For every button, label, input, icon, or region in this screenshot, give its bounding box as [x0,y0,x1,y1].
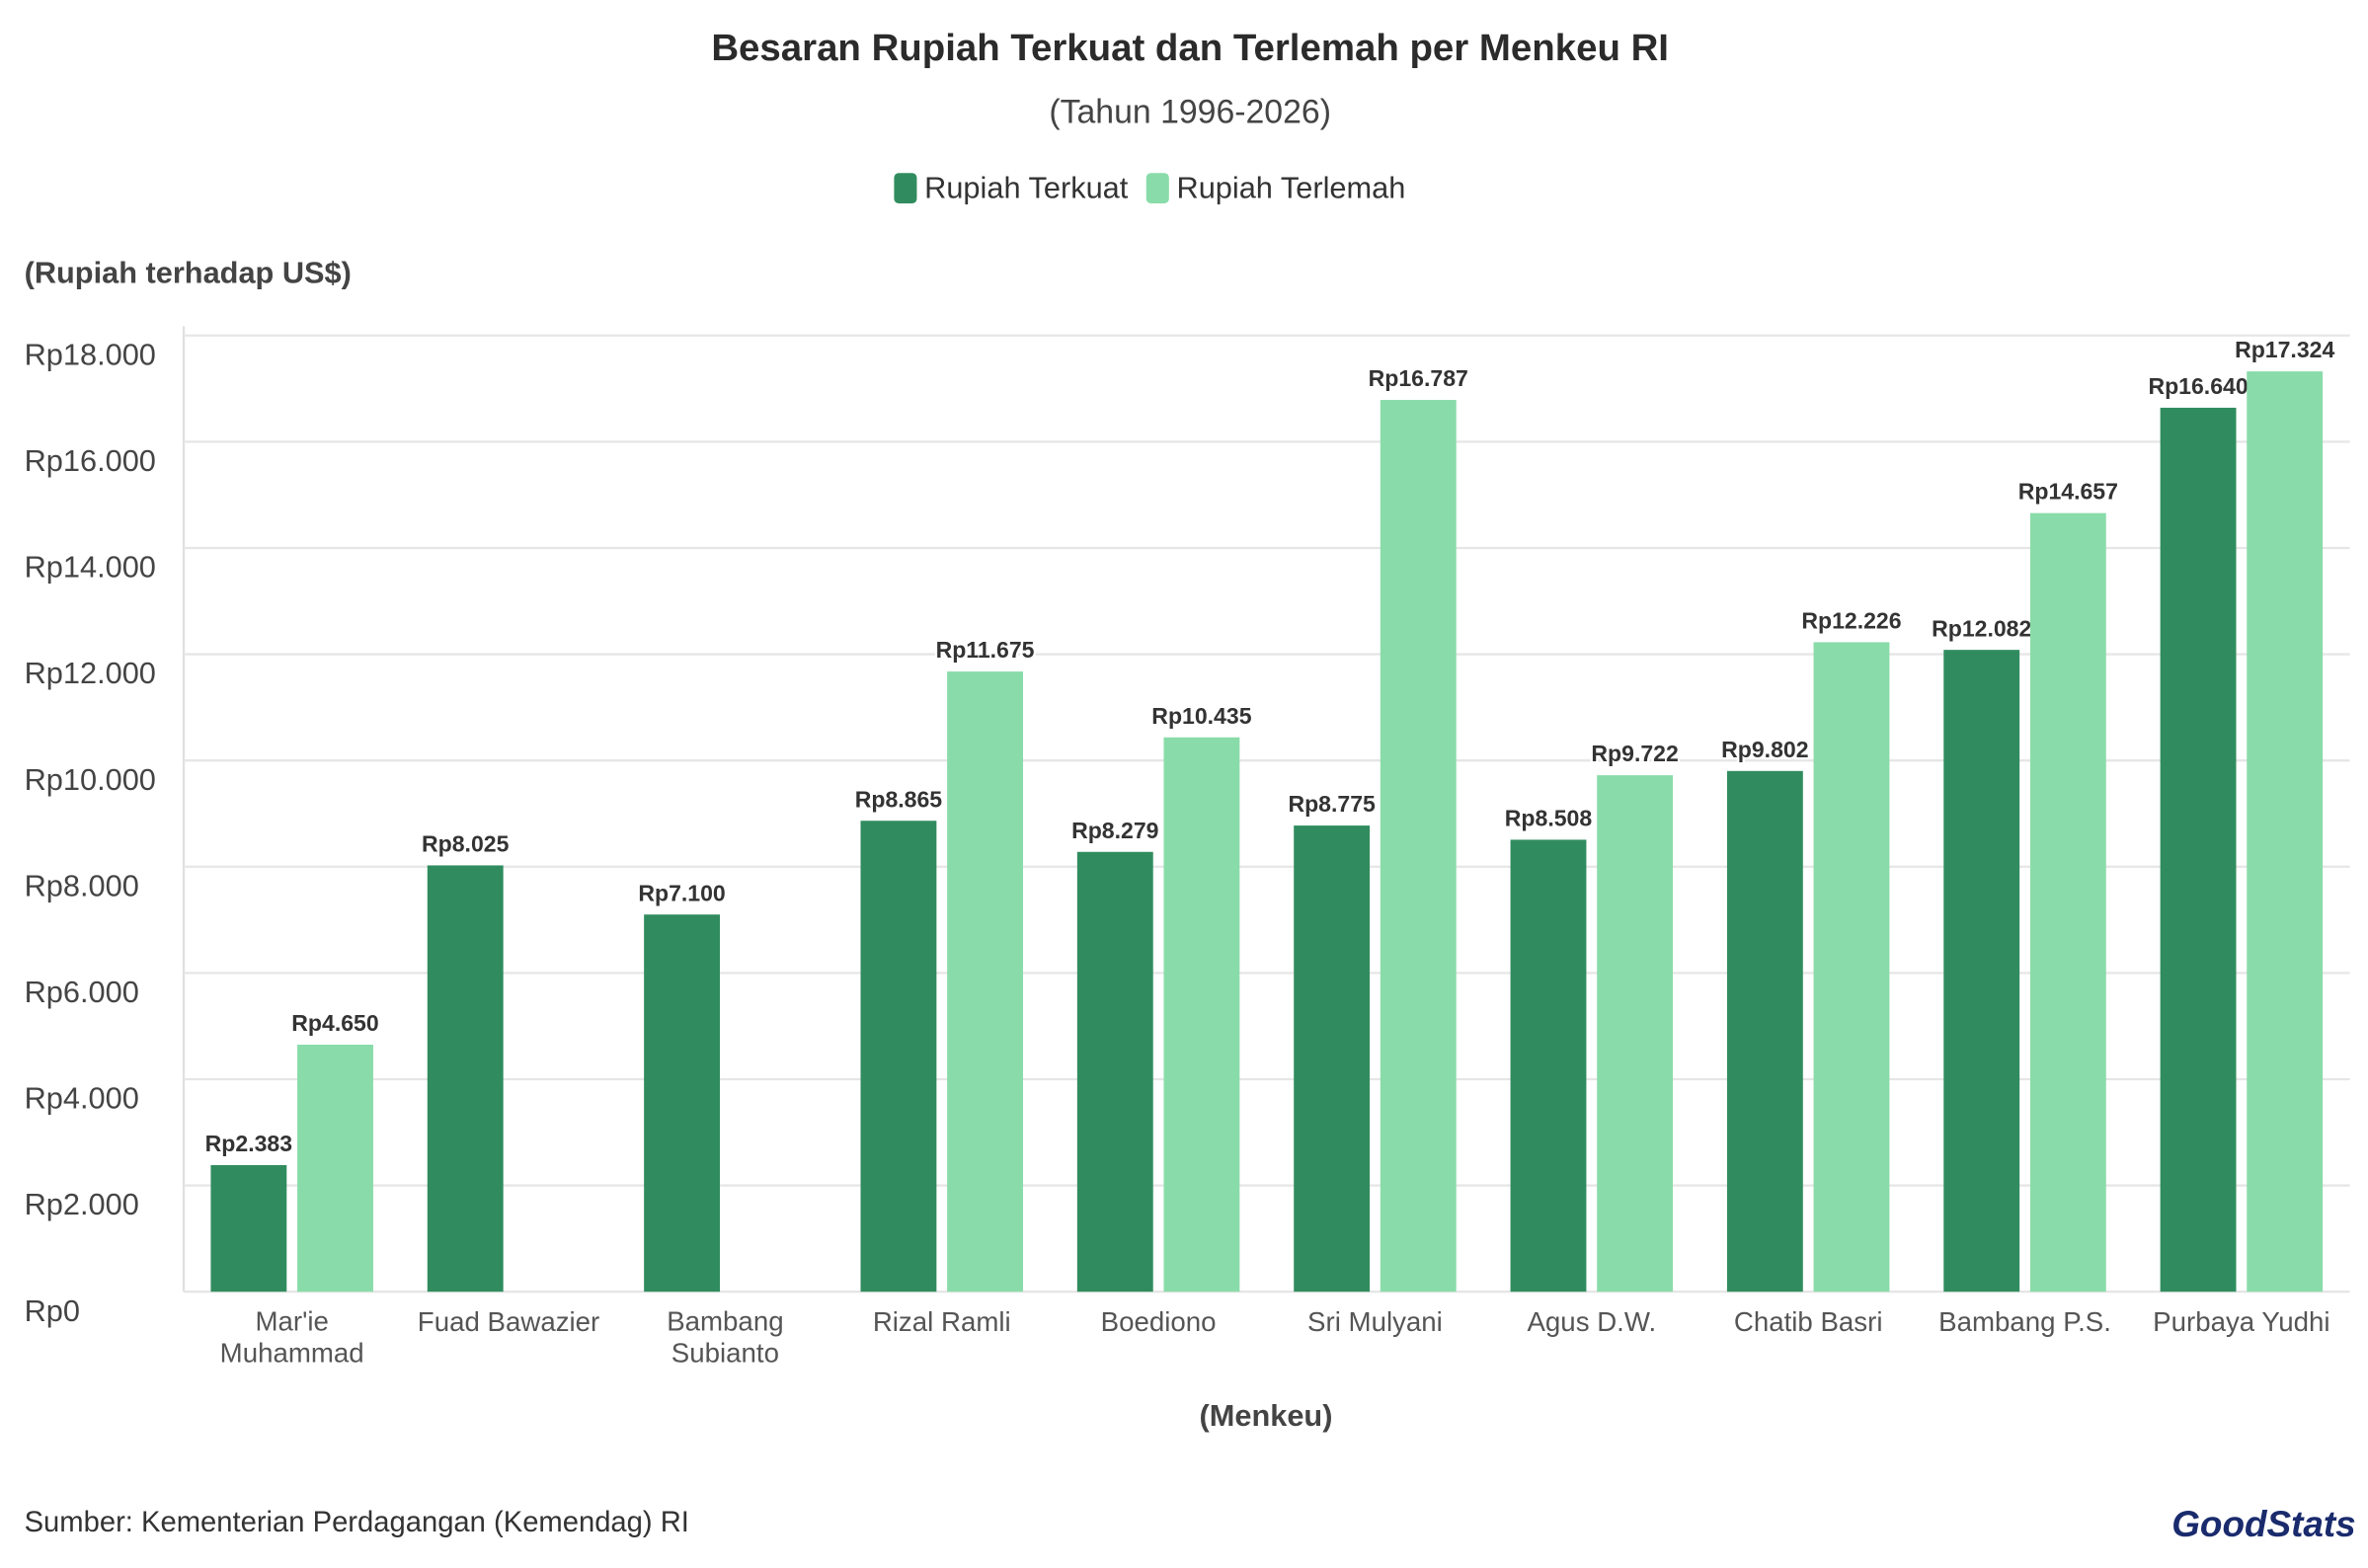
bar [2160,407,2237,1293]
y-tick-label: Rp6.000 [25,975,139,1009]
bar [210,1164,287,1293]
bar [1726,770,1803,1293]
x-tick-label: Mar'ie Muhammad [220,1306,364,1369]
bar [2029,512,2106,1293]
x-tick-label: Boediono [1101,1306,1217,1337]
x-tick-label: Agus D.W. [1527,1306,1656,1337]
y-tick-label: Rp18.000 [25,337,156,371]
value-label: Rp7.100 [638,880,725,905]
bar [1510,839,1587,1293]
y-tick-label: Rp12.000 [25,656,156,690]
bar [644,914,721,1293]
bar [1380,400,1457,1293]
bar [1294,825,1371,1293]
y-tick-label: Rp0 [25,1294,80,1328]
value-label: Rp16.640 [2148,373,2248,399]
value-label: Rp17.324 [2235,337,2334,362]
bar [1163,737,1240,1293]
y-tick-label: Rp10.000 [25,762,156,797]
value-label: Rp8.865 [855,786,943,812]
value-label: Rp8.279 [1071,818,1158,843]
legend-label: Rupiah Terlemah [1177,170,1406,204]
value-label: Rp9.802 [1721,737,1808,762]
value-label: Rp10.435 [1151,703,1251,729]
bar [2247,371,2324,1293]
value-label: Rp12.082 [1932,615,2031,641]
y-tick-label: Rp16.000 [25,443,156,478]
value-label: Rp8.775 [1288,791,1376,817]
value-label: Rp9.722 [1591,741,1678,766]
y-tick-label: Rp8.000 [25,868,139,902]
value-label: Rp8.508 [1505,806,1593,831]
legend-swatch [1145,173,1169,204]
x-tick-label: Bambang Subianto [667,1306,783,1369]
x-tick-label: Bambang P.S. [1938,1306,2111,1337]
value-label: Rp8.025 [422,831,510,857]
source: Sumber: Kementerian Perdagangan (Kemenda… [25,1507,689,1538]
bar [297,1045,373,1293]
value-label: Rp14.657 [2018,479,2118,505]
x-axis-title: (Menkeu) [1200,1398,1333,1433]
value-label: Rp2.383 [205,1131,292,1156]
legend-swatch [894,173,917,204]
x-tick-label: Rizal Ramli [873,1306,1011,1337]
bar [1943,650,2020,1293]
value-label: Rp16.787 [1369,365,1468,391]
chart-subtitle: (Tahun 1996-2026) [1049,93,1331,130]
value-label: Rp11.675 [936,637,1035,663]
bar [947,671,1023,1293]
y-axis-title: (Rupiah terhadap US$) [25,255,352,289]
y-tick-label: Rp4.000 [25,1081,139,1116]
x-tick-label: Sri Mulyani [1307,1306,1443,1337]
chart-title: Besaran Rupiah Terkuat dan Terlemah per … [711,27,1669,69]
x-tick-label: Purbaya Yudhi [2153,1306,2329,1337]
bar [427,865,504,1293]
x-tick-label: Fuad Bawazier [418,1306,599,1337]
value-label: Rp4.650 [291,1010,378,1036]
bar [860,821,937,1293]
y-tick-label: Rp2.000 [25,1187,139,1221]
logo: GoodStats [2171,1504,2355,1544]
y-tick-label: Rp14.000 [25,550,156,585]
bar [1597,775,1674,1293]
bar [1076,851,1153,1293]
legend-label: Rupiah Terkuat [924,170,1129,204]
x-tick-label: Chatib Basri [1734,1306,1883,1337]
bar [1813,642,1890,1293]
value-label: Rp12.226 [1801,608,1901,634]
